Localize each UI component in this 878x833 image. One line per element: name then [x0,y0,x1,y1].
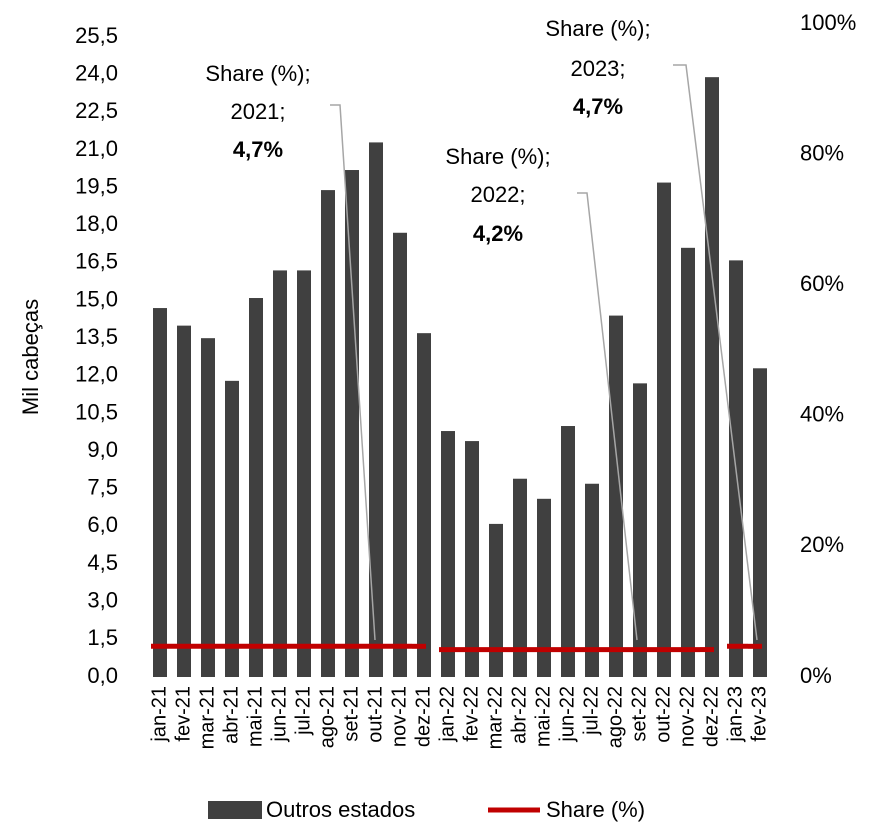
bar [705,77,719,677]
bar [297,270,311,677]
x-tick-label: fev-21 [172,686,194,742]
x-tick-label: set-22 [628,686,650,742]
bar [537,498,551,677]
x-tick-label: jan-21 [148,686,170,743]
x-tick-label: jun-21 [268,686,290,743]
bar [249,298,263,677]
x-tick-label: out-21 [364,686,386,743]
y-tick-label: 18,0 [75,211,118,236]
bar [633,383,647,677]
bar [561,426,575,677]
y2-tick-label: 80% [800,140,844,165]
annotation-text: 2023; [570,56,625,81]
x-tick-label: jun-22 [556,686,578,743]
x-tick-label: mai-22 [532,686,554,747]
x-tick-label: abr-22 [508,686,530,744]
y-tick-label: 15,0 [75,286,118,311]
y2-tick-label: 60% [800,271,844,296]
annotation-text: 4,2% [473,221,523,246]
annotation-text: Share (%); [545,16,650,41]
bar [489,523,503,677]
x-tick-label: jul-22 [580,686,602,736]
y-tick-label: 0,0 [87,663,118,688]
annotation-text: 2021; [230,99,285,124]
y-tick-label: 19,5 [75,173,118,198]
x-tick-label: mar-22 [484,686,506,749]
annotation-text: 4,7% [573,94,623,119]
bar [513,478,527,677]
y-axis-title: Mil cabeças [18,299,43,415]
bar [465,441,479,677]
x-tick-label: mar-21 [196,686,218,749]
x-tick-label: fev-23 [748,686,770,742]
bar [273,270,287,677]
bar [441,431,455,677]
y-tick-label: 16,5 [75,249,118,274]
y-tick-label: 13,5 [75,324,118,349]
x-tick-label: abr-21 [220,686,242,744]
bar [177,325,191,677]
y-tick-label: 7,5 [87,475,118,500]
x-tick-label: dez-21 [412,686,434,747]
x-tick-label: set-21 [340,686,362,742]
x-tick-label: mai-21 [244,686,266,747]
legend-label: Outros estados [266,797,415,822]
bar [609,315,623,677]
y-tick-label: 22,5 [75,98,118,123]
bar [345,170,359,678]
annotation-text: 2022; [470,182,525,207]
y-tick-label: 12,0 [75,362,118,387]
y-tick-label: 21,0 [75,136,118,161]
y-tick-label: 9,0 [87,437,118,462]
bar [393,232,407,677]
annotation-text: Share (%); [205,61,310,86]
x-tick-label: ago-21 [316,686,338,748]
y2-tick-label: 0% [800,663,832,688]
bar [681,247,695,677]
bar [225,380,239,677]
annotation-text: 4,7% [233,137,283,162]
bar [201,338,215,677]
x-tick-label: nov-21 [388,686,410,747]
leader-line [673,64,758,641]
leader-line [330,104,376,641]
y2-tick-label: 100% [800,10,856,35]
annotation-text: Share (%); [445,144,550,169]
x-tick-label: out-22 [652,686,674,743]
bar [753,368,767,677]
bar [585,483,599,677]
x-tick-label: ago-22 [604,686,626,748]
x-tick-label: jul-21 [292,686,314,736]
y-tick-label: 1,5 [87,625,118,650]
x-tick-label: nov-22 [676,686,698,747]
y-tick-label: 4,5 [87,550,118,575]
y2-tick-label: 40% [800,402,844,427]
bar [321,190,335,678]
bar [417,333,431,677]
y-tick-label: 6,0 [87,512,118,537]
legend-swatch [208,801,262,819]
bar [153,308,167,677]
y-tick-label: 25,5 [75,23,118,48]
y-tick-label: 3,0 [87,588,118,613]
y-tick-label: 10,5 [75,399,118,424]
x-tick-label: jan-22 [436,686,458,743]
y-tick-label: 24,0 [75,60,118,85]
legend-label: Share (%) [546,797,645,822]
bar [369,142,383,678]
x-tick-label: fev-22 [460,686,482,742]
y2-tick-label: 20% [800,532,844,557]
leader-line [577,192,638,641]
x-tick-label: dez-22 [700,686,722,747]
x-tick-label: jan-23 [724,686,746,743]
bar [657,182,671,677]
